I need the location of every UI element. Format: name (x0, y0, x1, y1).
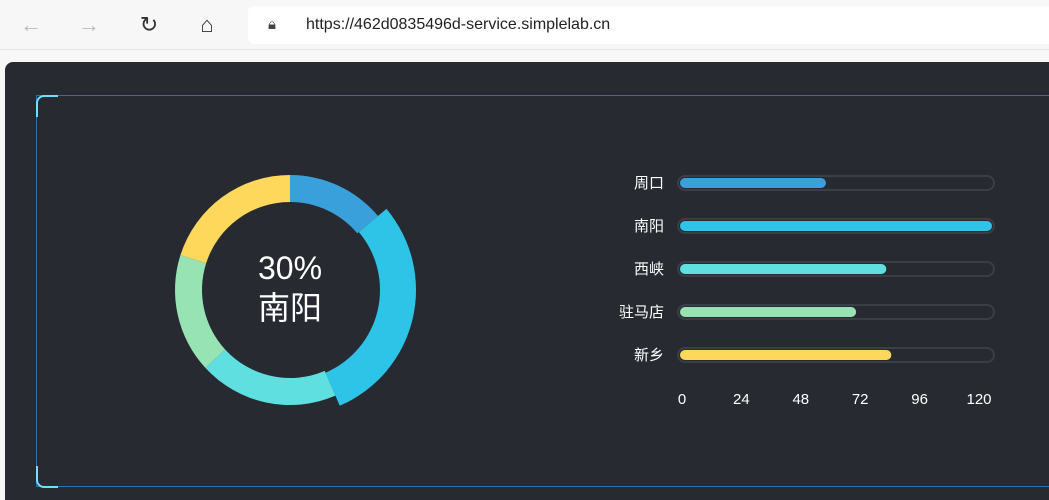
bar-label: 西峡 (634, 261, 664, 278)
x-tick-label: 72 (852, 391, 869, 408)
bar-1[interactable] (680, 221, 992, 231)
home-icon[interactable]: ⌂ (200, 12, 214, 37)
bar-0[interactable] (680, 178, 826, 188)
x-tick-label: 48 (792, 391, 809, 408)
x-tick-label: 120 (966, 391, 991, 408)
bar-label: 南阳 (634, 218, 664, 235)
donut-slice-0[interactable] (290, 175, 379, 234)
bar-track (677, 261, 995, 277)
bar-label: 新乡 (634, 347, 664, 364)
x-tick-label: 96 (911, 391, 928, 408)
donut-center: 30% 南阳 (230, 248, 350, 328)
donut-label: 南阳 (257, 290, 322, 326)
donut-percent: 30% (257, 250, 323, 286)
bar-label: 周口 (634, 175, 664, 192)
bar-track (677, 218, 995, 234)
bar-4[interactable] (680, 350, 892, 360)
donut-slice-1[interactable] (325, 208, 416, 406)
bar-track (677, 347, 995, 363)
bar-track (677, 175, 995, 191)
donut-slice-3[interactable] (174, 255, 226, 368)
bar-label: 驻马店 (619, 304, 664, 321)
browser-toolbar: ← → ↻ ⌂ 🔒︎ https://462d0835496d-service.… (0, 0, 1049, 50)
donut-slice-2[interactable] (205, 349, 336, 405)
frame-corner (36, 466, 58, 488)
frame-corner (36, 95, 58, 117)
panel-frame (36, 95, 1049, 487)
x-tick-label: 0 (678, 391, 686, 408)
reload-icon[interactable]: ↻ (139, 12, 159, 37)
forward-icon[interactable]: → (78, 12, 100, 37)
url-text: https://462d0835496d-service.simplelab.c… (306, 16, 611, 33)
address-bar[interactable]: 🔒︎ https://462d0835496d-service.simplela… (248, 6, 1049, 44)
back-icon[interactable]: ← (20, 12, 42, 37)
bar-2[interactable] (680, 264, 887, 274)
lock-icon: 🔒︎ (268, 16, 276, 33)
donut-slice-4[interactable] (180, 175, 290, 264)
x-tick-label: 24 (733, 391, 750, 408)
bar-track (677, 304, 995, 320)
bar-3[interactable] (680, 307, 857, 317)
